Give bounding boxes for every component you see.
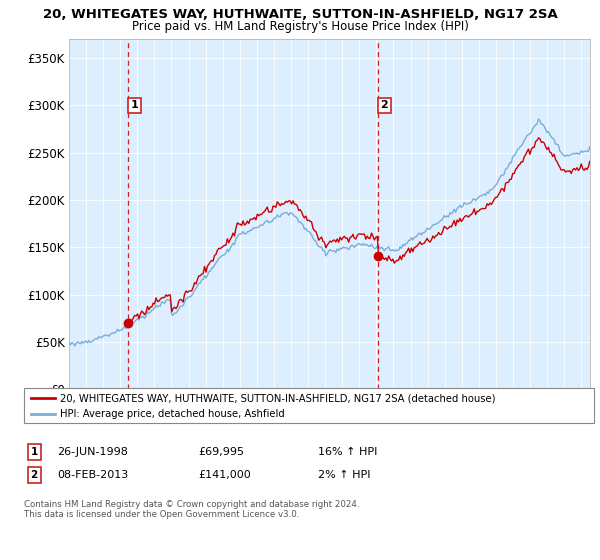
Text: 1: 1 — [31, 447, 38, 457]
Text: 16% ↑ HPI: 16% ↑ HPI — [318, 447, 377, 457]
Text: 20, WHITEGATES WAY, HUTHWAITE, SUTTON-IN-ASHFIELD, NG17 2SA: 20, WHITEGATES WAY, HUTHWAITE, SUTTON-IN… — [43, 8, 557, 21]
Text: 08-FEB-2013: 08-FEB-2013 — [57, 470, 128, 480]
Text: 26-JUN-1998: 26-JUN-1998 — [57, 447, 128, 457]
Text: 20, WHITEGATES WAY, HUTHWAITE, SUTTON-IN-ASHFIELD, NG17 2SA (detached house): 20, WHITEGATES WAY, HUTHWAITE, SUTTON-IN… — [60, 393, 496, 403]
Text: £141,000: £141,000 — [198, 470, 251, 480]
Text: 1: 1 — [131, 100, 139, 110]
Text: 2: 2 — [380, 100, 388, 110]
Text: HPI: Average price, detached house, Ashfield: HPI: Average price, detached house, Ashf… — [60, 409, 285, 419]
Text: £69,995: £69,995 — [198, 447, 244, 457]
Text: Price paid vs. HM Land Registry's House Price Index (HPI): Price paid vs. HM Land Registry's House … — [131, 20, 469, 33]
Text: 2: 2 — [31, 470, 38, 480]
Text: 2% ↑ HPI: 2% ↑ HPI — [318, 470, 371, 480]
Text: Contains HM Land Registry data © Crown copyright and database right 2024.
This d: Contains HM Land Registry data © Crown c… — [24, 500, 359, 519]
